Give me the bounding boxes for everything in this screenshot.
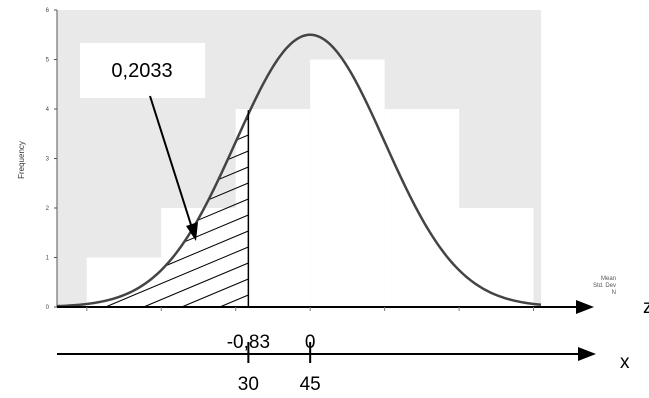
hatch-line	[165, 230, 249, 267]
x-axis-label: x	[620, 352, 630, 373]
y-tick-label: 3	[46, 157, 50, 163]
callout-value: 0,2033	[111, 60, 172, 82]
x-axis-ticks: 30 45	[238, 374, 321, 395]
y-tick-label: 1	[46, 256, 50, 262]
y-tick-label: 0	[46, 305, 50, 311]
y-tick-label: 5	[46, 58, 50, 64]
callout-box	[80, 43, 205, 98]
x-tick-label: 45	[300, 374, 321, 395]
callout-arrow-line	[149, 95, 193, 229]
legend-std-dev: Std. Dev	[593, 283, 616, 289]
y-tick-label: 4	[46, 107, 50, 113]
hatch-line	[181, 278, 249, 308]
histogram-bar	[384, 109, 460, 307]
hatch-line	[143, 262, 249, 308]
hatch-line	[236, 134, 249, 141]
legend-mean: Mean	[601, 276, 616, 282]
shaded-area-hatching	[105, 118, 249, 308]
plot-bottom-ticks	[86, 307, 535, 311]
x-tick-label: 30	[238, 374, 259, 395]
histogram-bars	[86, 59, 534, 307]
hatch-line	[105, 246, 249, 308]
normal-curve	[56, 33, 542, 308]
hatch-line	[218, 166, 249, 181]
hatch-line	[197, 198, 249, 221]
z-tick-label: 0	[305, 332, 316, 353]
z-axis-label: z	[643, 297, 649, 318]
legend-n: N	[612, 290, 616, 296]
hatch-line	[208, 182, 249, 201]
histogram-bar	[235, 109, 311, 307]
z-tick-label: -0,83	[227, 332, 270, 353]
histogram-bar	[459, 208, 534, 307]
x-axis-arrowhead	[578, 347, 596, 361]
hatch-line	[219, 294, 249, 308]
callout-arrowhead	[186, 222, 198, 241]
y-tick-label: 6	[46, 8, 50, 14]
histogram-bar	[310, 59, 385, 307]
z-axis-ticks: -0,83 0	[227, 332, 316, 363]
y-tick-label: 2	[46, 206, 50, 212]
hatch-line	[227, 150, 249, 161]
z-axis-arrowhead	[576, 300, 594, 314]
y-axis-label: Frequency	[17, 141, 26, 179]
y-axis-ticks: 0 1 2 3 4 5 6	[46, 8, 57, 311]
